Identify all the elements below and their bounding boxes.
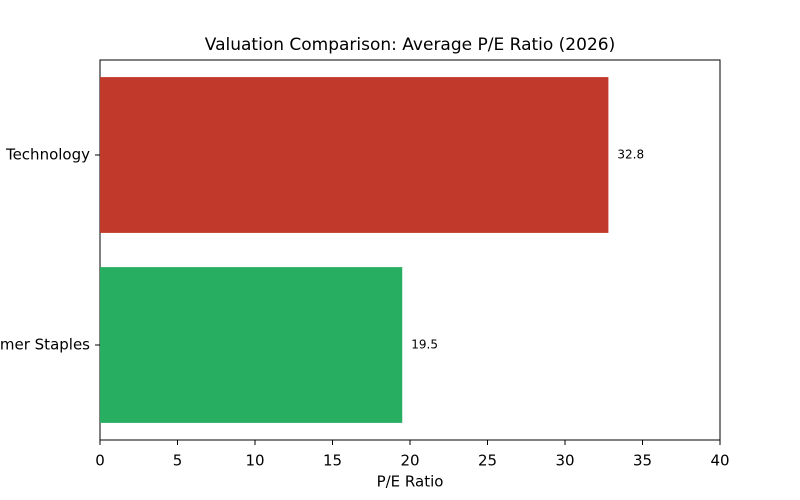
x-tick-label: 5 xyxy=(173,452,183,470)
bar xyxy=(100,267,403,423)
x-tick-label: 25 xyxy=(478,452,497,470)
y-tick-label: Technology xyxy=(5,146,90,164)
x-tick-label: 30 xyxy=(555,452,574,470)
y-tick-label: Consumer Staples xyxy=(0,336,90,354)
x-tick-label: 0 xyxy=(95,452,105,470)
chart-title: Valuation Comparison: Average P/E Ratio … xyxy=(205,35,615,55)
value-label: 19.5 xyxy=(411,338,438,352)
x-tick-label: 40 xyxy=(710,452,729,470)
x-tick-label: 15 xyxy=(323,452,342,470)
value-label: 32.8 xyxy=(617,148,644,162)
bar xyxy=(100,77,609,233)
x-tick-label: 10 xyxy=(245,452,264,470)
x-tick-label: 20 xyxy=(400,452,419,470)
x-tick-label: 35 xyxy=(633,452,652,470)
x-axis-label: P/E Ratio xyxy=(377,473,444,491)
